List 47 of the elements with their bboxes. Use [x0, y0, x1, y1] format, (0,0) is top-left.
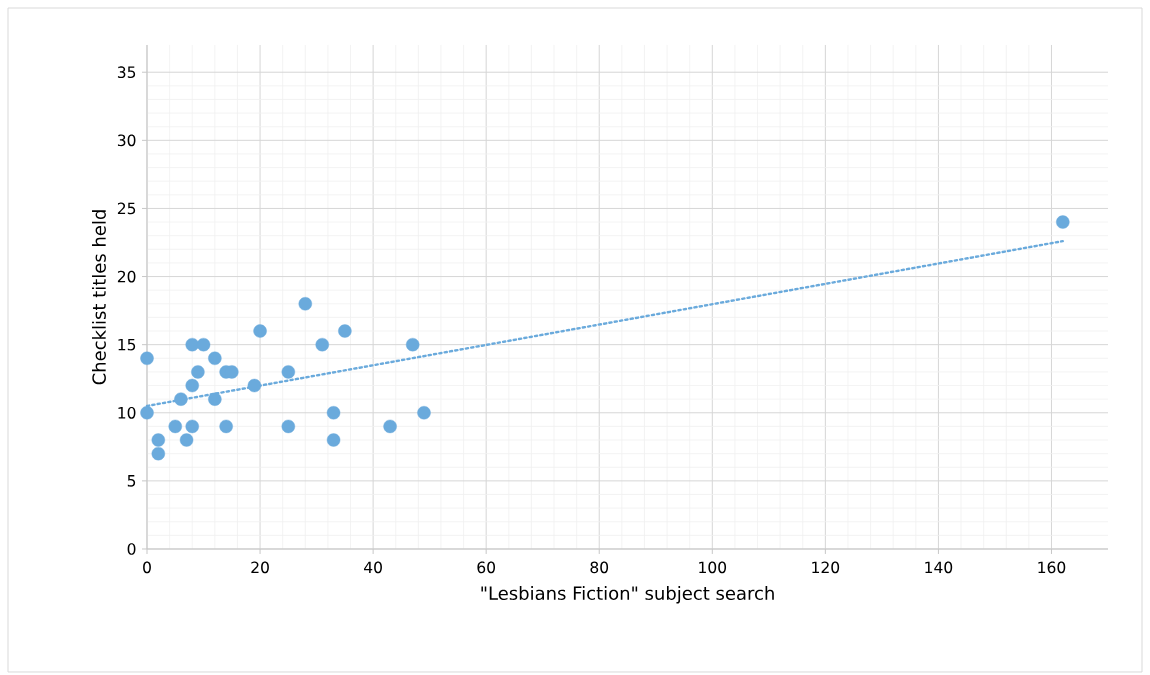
point: [247, 378, 262, 393]
point: [185, 378, 199, 393]
point: [383, 419, 397, 434]
x-tick-label: 100: [699, 561, 727, 574]
point: [168, 419, 182, 434]
y-tick-label: 25: [117, 202, 136, 215]
point: [315, 337, 329, 352]
point: [326, 406, 341, 420]
x-tick-label: 0: [143, 561, 151, 574]
point: [191, 365, 205, 379]
x-tick-label: 60: [477, 561, 496, 574]
y-tick-label: 10: [118, 406, 136, 419]
x-axis-title: "Lesbians Fiction" subject search: [481, 586, 774, 604]
point: [298, 297, 312, 311]
x-tick-label: 140: [925, 561, 953, 574]
point: [208, 392, 222, 406]
x-tick-label: 40: [364, 561, 382, 574]
point: [174, 392, 188, 406]
y-tick-label: 15: [118, 338, 136, 351]
y-tick-label: 20: [117, 270, 136, 283]
point: [417, 406, 431, 420]
y-tick-label: 5: [127, 475, 136, 487]
point: [208, 351, 222, 365]
y-axis-title: Checklist titles held: [92, 210, 106, 385]
point: [151, 446, 166, 461]
point: [196, 337, 211, 352]
point: [185, 337, 199, 352]
y-tick-label: 0: [127, 543, 136, 555]
x-tick-label: 20: [251, 561, 269, 574]
point: [326, 433, 341, 447]
point: [253, 324, 267, 338]
point: [179, 433, 194, 447]
point: [406, 337, 420, 352]
point: [1056, 215, 1070, 229]
point: [219, 419, 233, 434]
y-tick-label: 35: [117, 66, 136, 79]
point: [338, 324, 352, 338]
point: [140, 406, 154, 420]
y-tick-label: 30: [117, 134, 136, 147]
point: [281, 419, 296, 434]
point: [185, 419, 199, 434]
x-tick-label: 160: [1038, 561, 1066, 574]
point: [151, 433, 166, 447]
x-tick-label: 80: [590, 561, 609, 574]
x-tick-label: 120: [812, 561, 840, 574]
point: [140, 351, 154, 365]
point: [281, 365, 296, 379]
